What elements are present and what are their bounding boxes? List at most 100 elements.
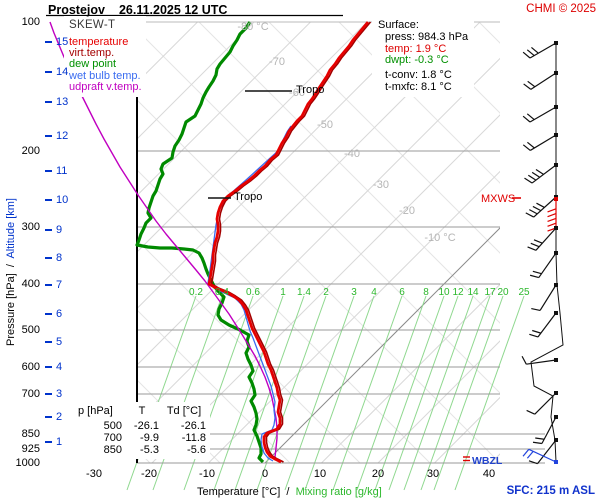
altitude-tick-dash — [45, 284, 52, 286]
table-cell: -5.3 — [140, 444, 159, 456]
wind-barb — [523, 71, 558, 90]
t-mxfc-value: t-mxfc: 8.1 °C — [385, 80, 452, 93]
isotherm-label: -80 °C — [237, 21, 269, 33]
page-title: Prostejov 26.11.2025 12 UTC — [48, 3, 227, 17]
table-cell: -26.1 — [180, 420, 206, 432]
sounding-table: p [hPa] T Td [°C] 500 -26.1 -26.1 700 -9.9 -11.8… — [74, 402, 210, 459]
surface-temperature: temp: 1.9 °C — [385, 42, 447, 55]
isotherm-label: -20 — [399, 205, 415, 217]
isotherm-label: -60 — [289, 87, 305, 99]
altitude-tick-label: 2 — [45, 412, 62, 423]
legend: SKEW-T temperature virt.temp. dew point wet… — [64, 16, 146, 98]
temperature-tick-label: 0 — [261, 468, 269, 480]
pressure-tick-label: 500 — [21, 324, 40, 336]
altitude-tick-dash — [45, 366, 52, 368]
altitude-tick-label: 12 — [45, 131, 68, 142]
t-conv-value: t-conv: 1.8 °C — [385, 69, 452, 82]
mixing-ratio-tick-label: 0.4 — [215, 287, 229, 298]
temperature-tick-label: 30 — [426, 468, 440, 480]
mixing-ratio-tick-label: 12 — [452, 287, 464, 298]
table-cell: -5.6 — [187, 444, 206, 456]
wind-barb — [525, 195, 558, 218]
altitude-tick-dash — [45, 41, 52, 43]
surface-dewpoint: dwpt: -0.3 °C — [385, 54, 449, 67]
pressure-tick-label: 850 — [21, 428, 40, 440]
pressure-tick-label: 400 — [21, 278, 40, 290]
table-header: T — [138, 405, 146, 417]
pressure-tick-label: 1000 — [15, 457, 40, 469]
legend-item-virt-temp: virt.temp. — [69, 47, 115, 60]
wind-barb — [526, 391, 558, 415]
table-row: 500 -26.1 -26.1 — [78, 420, 206, 432]
mixing-ratio-axis-title: Mixing ratio [g/kg] — [295, 486, 382, 498]
table-row: 700 -9.9 -11.8 — [78, 432, 206, 444]
altitude-tick-dash — [45, 341, 52, 343]
mixing-ratio-tick-label: 4 — [371, 287, 377, 298]
wind-barb — [532, 415, 558, 445]
altitude-tick-dash — [45, 135, 52, 137]
mixing-ratio-tick-label: 0.6 — [246, 287, 260, 298]
altitude-tick-label: 6 — [45, 309, 62, 320]
station-name: Prostejov — [48, 3, 105, 17]
mxws-label: MXWS — [481, 193, 516, 205]
mixing-ratio-tick-label: 0.2 — [189, 287, 203, 298]
wind-barb — [527, 226, 558, 251]
altitude-tick-dash — [45, 257, 52, 259]
y-axis-title: Pressure [hPa] / Altitude [km] — [5, 152, 17, 392]
legend-item-udpraft-v-temp: udpraft v.temp. — [69, 80, 142, 93]
altitude-tick-label: 9 — [45, 225, 62, 236]
altitude-tick-dash — [45, 170, 52, 172]
pressure-tick-label: 600 — [21, 361, 40, 373]
table-cell: 850 — [103, 444, 122, 456]
legend-items: temperature virt.temp. dew point wet bulb t… — [69, 36, 142, 93]
wind-barb — [531, 283, 558, 312]
mixing-ratio-tick-label: 8 — [423, 287, 429, 298]
legend-heading: SKEW-T — [69, 19, 116, 31]
altitude-tick-label: 1 — [45, 437, 62, 448]
temperature-tick-label: -10 — [199, 468, 215, 480]
altitude-tick-dash — [45, 71, 52, 73]
altitude-tick-dash — [45, 416, 52, 418]
wind-barb — [522, 41, 558, 59]
altitude-tick-label: 13 — [45, 97, 68, 108]
altitude-tick-label: 10 — [45, 195, 68, 206]
tropopause-label: Tropo — [234, 191, 263, 203]
pressure-tick-label: 100 — [21, 16, 40, 28]
altitude-tick-dash — [45, 229, 52, 231]
mixing-ratio-tick-label: 6 — [399, 287, 405, 298]
temperature-tick-label: 40 — [482, 468, 496, 480]
temperature-tick-label: 10 — [313, 468, 327, 480]
altitude-tick-dash — [45, 199, 52, 201]
temperature-tick-label: -30 — [86, 468, 102, 480]
mixing-ratio-tick-label: 20 — [497, 287, 509, 298]
legend-item-temperature: temperature — [69, 36, 129, 48]
temperature-tick-label: -20 — [141, 468, 157, 480]
mixing-ratio-tick-label: 1.4 — [297, 287, 311, 298]
table-cell: 500 — [103, 420, 122, 432]
table-header: Td [°C] — [166, 405, 202, 417]
altitude-tick-label: 4 — [45, 362, 62, 373]
mixing-ratio-tick-label: 3 — [351, 287, 357, 298]
altitude-tick-dash — [45, 313, 52, 315]
altitude-tick-label: 11 — [45, 166, 67, 177]
altitude-tick-label: 7 — [45, 280, 62, 291]
isotherm-label: -30 — [373, 179, 389, 191]
copyright-label: CHMI © 2025 — [526, 3, 596, 15]
wind-barb — [547, 197, 558, 232]
legend-item-wet-bulb-temp: wet bulb temp. — [69, 69, 141, 82]
pressure-tick-label: 200 — [21, 145, 40, 157]
altitude-tick-dash — [45, 441, 52, 443]
table-cell: -9.9 — [140, 432, 159, 444]
y-axis-separator: / — [5, 258, 17, 271]
isotherm-label: -50 — [317, 119, 333, 131]
wind-barb — [529, 251, 558, 279]
table-row: 850 -5.3 -5.6 — [78, 444, 206, 456]
sounding-datetime: 26.11.2025 12 UTC — [118, 3, 228, 17]
isotherm-label: -40 — [344, 148, 360, 160]
x-axis-title: Temperature [°C] / Mixing ratio [g/kg] — [197, 486, 382, 498]
table-cell: 700 — [103, 432, 122, 444]
isotherm-label: -70 — [269, 56, 285, 68]
pressure-tick-label: 700 — [21, 388, 40, 400]
wind-barb — [524, 163, 558, 184]
